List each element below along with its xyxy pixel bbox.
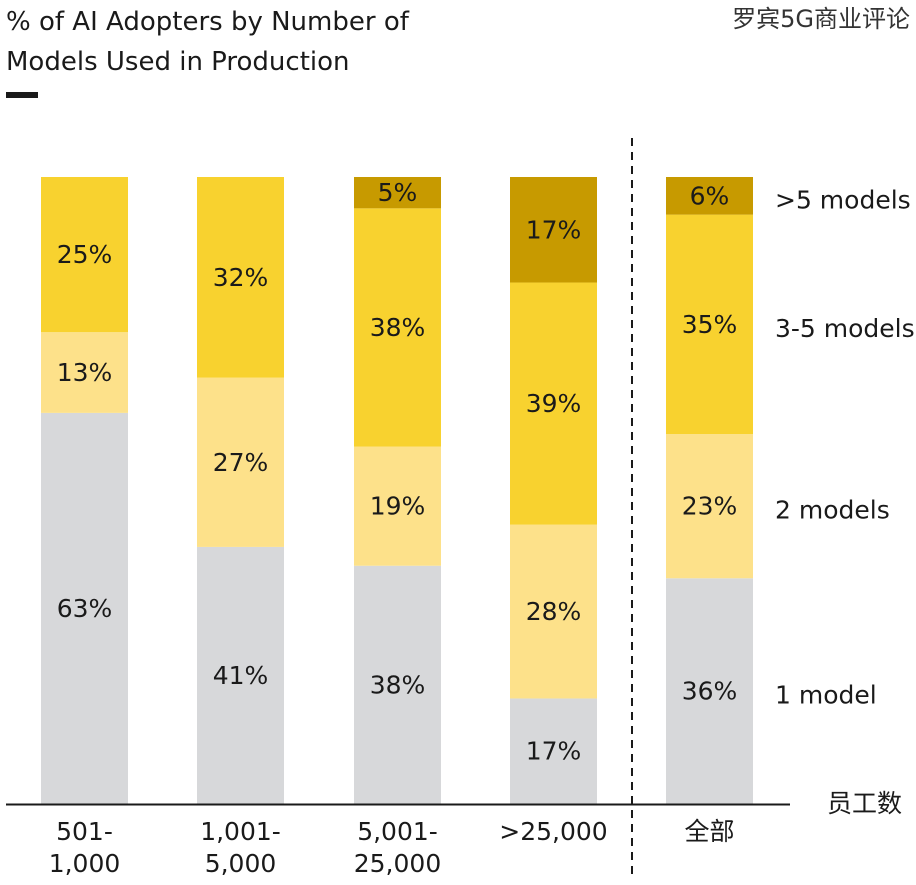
bar-segment-4-3 bbox=[510, 282, 597, 525]
data-label-1-1: 63% bbox=[57, 594, 113, 623]
title-accent-bar bbox=[6, 92, 38, 98]
data-label-2-1: 41% bbox=[213, 661, 269, 690]
data-label-4-3: 39% bbox=[526, 389, 582, 418]
x-tick-label-2-1: 1,001- bbox=[200, 817, 281, 846]
data-label-5-4: 6% bbox=[690, 181, 730, 210]
bar-segment-3-1 bbox=[354, 565, 441, 804]
bar-segment-2-2 bbox=[197, 377, 284, 547]
bar-segment-1-1 bbox=[41, 412, 128, 804]
x-tick-label-1-1: 501- bbox=[56, 817, 113, 846]
legend-label-1: 1 model bbox=[775, 681, 877, 710]
data-label-3-3: 38% bbox=[370, 313, 426, 342]
data-label-2-3: 32% bbox=[213, 263, 269, 292]
bar-segment-2-1 bbox=[197, 546, 284, 804]
data-label-4-2: 28% bbox=[526, 597, 582, 626]
x-tick-label-2-2: 5,000 bbox=[205, 849, 277, 878]
legend-label-4: >5 models bbox=[775, 185, 911, 214]
data-label-4-4: 17% bbox=[526, 215, 582, 244]
x-tick-label-5-1: 全部 bbox=[684, 817, 734, 846]
data-label-2-2: 27% bbox=[213, 448, 269, 477]
x-tick-label-3-2: 25,000 bbox=[354, 849, 441, 878]
bar-segment-1-2 bbox=[41, 332, 128, 413]
watermark: 罗宾5G商业评论 bbox=[732, 5, 910, 33]
data-label-5-2: 23% bbox=[682, 492, 738, 521]
bar-segment-3-2 bbox=[354, 446, 441, 566]
legend-label-3: 3-5 models bbox=[775, 314, 915, 343]
chart-title: % of AI Adopters by Number of Models Use… bbox=[6, 2, 409, 82]
bar-segment-1-3 bbox=[41, 177, 128, 333]
data-label-3-2: 19% bbox=[370, 492, 426, 521]
x-tick-label-4-1: >25,000 bbox=[499, 817, 607, 846]
data-label-5-3: 35% bbox=[682, 310, 738, 339]
data-label-3-4: 5% bbox=[378, 178, 418, 207]
bar-segment-2-3 bbox=[197, 177, 284, 378]
data-label-4-1: 17% bbox=[526, 737, 582, 766]
x-tick-label-1-2: 1,000 bbox=[49, 849, 121, 878]
chart-title-line-1: % of AI Adopters by Number of bbox=[6, 7, 409, 37]
data-label-1-2: 13% bbox=[57, 358, 113, 387]
bar-segment-3-4 bbox=[354, 177, 441, 209]
bar-segment-3-3 bbox=[354, 208, 441, 447]
chart-title-line-2: Models Used in Production bbox=[6, 47, 350, 77]
bar-segment-5-4 bbox=[666, 177, 753, 215]
x-tick-label-3-1: 5,001- bbox=[357, 817, 438, 846]
x-axis-title: 员工数 bbox=[827, 789, 902, 818]
legend-label-2: 2 models bbox=[775, 496, 890, 525]
bar-segment-5-3 bbox=[666, 214, 753, 435]
data-label-3-1: 38% bbox=[370, 670, 426, 699]
bar-segment-4-1 bbox=[510, 698, 597, 804]
data-label-5-1: 36% bbox=[682, 677, 738, 706]
bar-segment-4-4 bbox=[510, 177, 597, 283]
bar-segment-5-1 bbox=[666, 578, 753, 804]
bar-segment-5-2 bbox=[666, 434, 753, 579]
data-label-1-3: 25% bbox=[57, 240, 113, 269]
bar-segment-4-2 bbox=[510, 524, 597, 699]
